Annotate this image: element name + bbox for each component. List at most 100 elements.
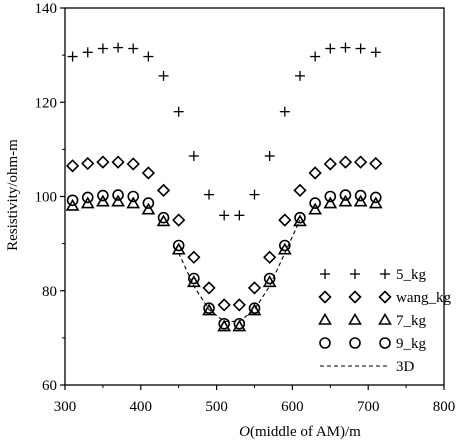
data-point-wang_kg xyxy=(202,281,216,295)
legend-entry-9_kg: 9_kg xyxy=(319,336,427,352)
data-point-5_kg xyxy=(188,150,199,161)
legend-entry-7_kg: 7_kg xyxy=(318,312,427,329)
data-point-wang_kg xyxy=(172,213,186,227)
data-point-9_kg xyxy=(188,272,200,285)
x-tick-label: 300 xyxy=(54,399,77,415)
x-tick-label: 500 xyxy=(205,399,228,415)
data-point-wang_kg xyxy=(247,281,262,295)
data-point-9_kg xyxy=(81,191,94,204)
data-point-9_kg xyxy=(369,191,382,204)
data-point-9_kg xyxy=(263,272,276,285)
data-point-9_kg xyxy=(112,189,124,201)
data-point-7_kg xyxy=(80,196,95,209)
data-point-7_kg xyxy=(338,194,353,207)
data-point-5_kg xyxy=(158,70,169,81)
data-point-5_kg xyxy=(219,210,230,221)
data-point-5_kg xyxy=(113,42,124,53)
data-point-wang_kg xyxy=(96,155,110,169)
data-point-9_kg xyxy=(172,239,185,252)
legend-entry-5_kg: 5_kg xyxy=(320,267,427,283)
data-point-9_kg xyxy=(248,302,261,314)
data-point-5_kg xyxy=(97,43,108,54)
legend-marker-5_kg xyxy=(320,269,330,279)
data-point-wang_kg xyxy=(111,155,125,169)
data-point-wang_kg xyxy=(65,159,80,173)
data-point-7_kg xyxy=(156,214,171,227)
data-point-5_kg xyxy=(204,189,215,200)
data-point-9_kg xyxy=(279,239,291,252)
data-series xyxy=(65,42,383,332)
legend-label-9_kg: 9_kg xyxy=(396,336,427,352)
data-point-wang_kg xyxy=(353,155,368,169)
legend-label-wang_kg: wang_kg xyxy=(396,290,451,306)
x-tick-label: 600 xyxy=(281,399,304,415)
data-point-5_kg xyxy=(325,43,336,54)
legend-marker-7_kg xyxy=(318,312,332,325)
data-point-5_kg xyxy=(67,51,78,62)
legend-marker-7_kg xyxy=(378,312,392,325)
data-point-5_kg xyxy=(128,43,139,54)
data-point-7_kg xyxy=(368,196,383,209)
legend-marker-5_kg xyxy=(350,269,360,279)
legend-marker-wang_kg xyxy=(318,290,332,304)
legend: 5_kg wang_kg 7_kg 9_kg 3D xyxy=(318,267,451,375)
data-point-5_kg xyxy=(279,106,290,117)
y-axis-title: Resistivity/ohm-m xyxy=(5,139,21,251)
data-point-9_kg xyxy=(294,211,306,224)
series-5_kg xyxy=(67,42,381,221)
y-tick-label: 60 xyxy=(42,378,57,394)
data-point-9_kg xyxy=(354,189,367,202)
legend-label-5_kg: 5_kg xyxy=(396,267,427,283)
data-point-wang_kg xyxy=(263,250,277,264)
series-3D xyxy=(178,219,301,322)
data-point-7_kg xyxy=(96,194,110,207)
data-point-9_kg xyxy=(97,189,109,202)
data-point-5_kg xyxy=(264,150,275,161)
data-point-5_kg xyxy=(370,47,381,58)
data-point-9_kg xyxy=(66,194,79,207)
data-point-9_kg xyxy=(324,190,337,203)
data-point-wang_kg xyxy=(293,183,307,198)
data-point-wang_kg xyxy=(232,298,246,312)
data-point-9_kg xyxy=(218,317,230,330)
data-point-5_kg xyxy=(340,42,351,53)
data-point-7_kg xyxy=(126,196,141,209)
data-point-9_kg xyxy=(203,302,215,314)
legend-entry-3D: 3D xyxy=(320,359,415,375)
data-point-7_kg xyxy=(217,319,232,332)
data-point-9_kg xyxy=(309,197,321,209)
legend-marker-wang_kg xyxy=(378,290,392,304)
tick-marks: 300 400 500 600 700 800 60 80 100 120 140 xyxy=(35,1,456,415)
legend-marker-9_kg xyxy=(319,337,331,349)
data-point-9_kg xyxy=(339,189,352,201)
data-point-9_kg xyxy=(157,211,170,224)
y-tick-label: 80 xyxy=(42,284,57,300)
y-tick-label: 140 xyxy=(35,1,58,17)
legend-marker-7_kg xyxy=(348,312,362,325)
data-point-wang_kg xyxy=(156,183,171,198)
data-point-7_kg xyxy=(308,202,323,215)
data-point-5_kg xyxy=(82,47,93,58)
x-tick-label: 700 xyxy=(357,399,380,415)
data-point-wang_kg xyxy=(126,157,140,171)
y-tick-label: 100 xyxy=(35,190,58,206)
data-point-wang_kg xyxy=(338,155,353,169)
data-point-5_kg xyxy=(249,189,260,200)
legend-label-7_kg: 7_kg xyxy=(396,313,427,329)
data-point-wang_kg xyxy=(217,298,231,312)
data-point-9_kg xyxy=(127,190,140,203)
data-point-7_kg xyxy=(111,194,125,207)
data-point-5_kg xyxy=(173,106,184,117)
data-point-7_kg xyxy=(202,303,216,316)
data-point-5_kg xyxy=(234,210,245,221)
legend-label-3D: 3D xyxy=(396,359,415,375)
series-line-3D xyxy=(178,219,301,322)
data-point-wang_kg xyxy=(278,213,292,227)
data-point-7_kg xyxy=(141,202,156,215)
data-point-wang_kg xyxy=(369,156,383,171)
x-axis-title: O(middle of AM)/m xyxy=(239,424,361,440)
data-point-5_kg xyxy=(310,51,321,62)
legend-entry-wang_kg: wang_kg xyxy=(318,290,451,306)
